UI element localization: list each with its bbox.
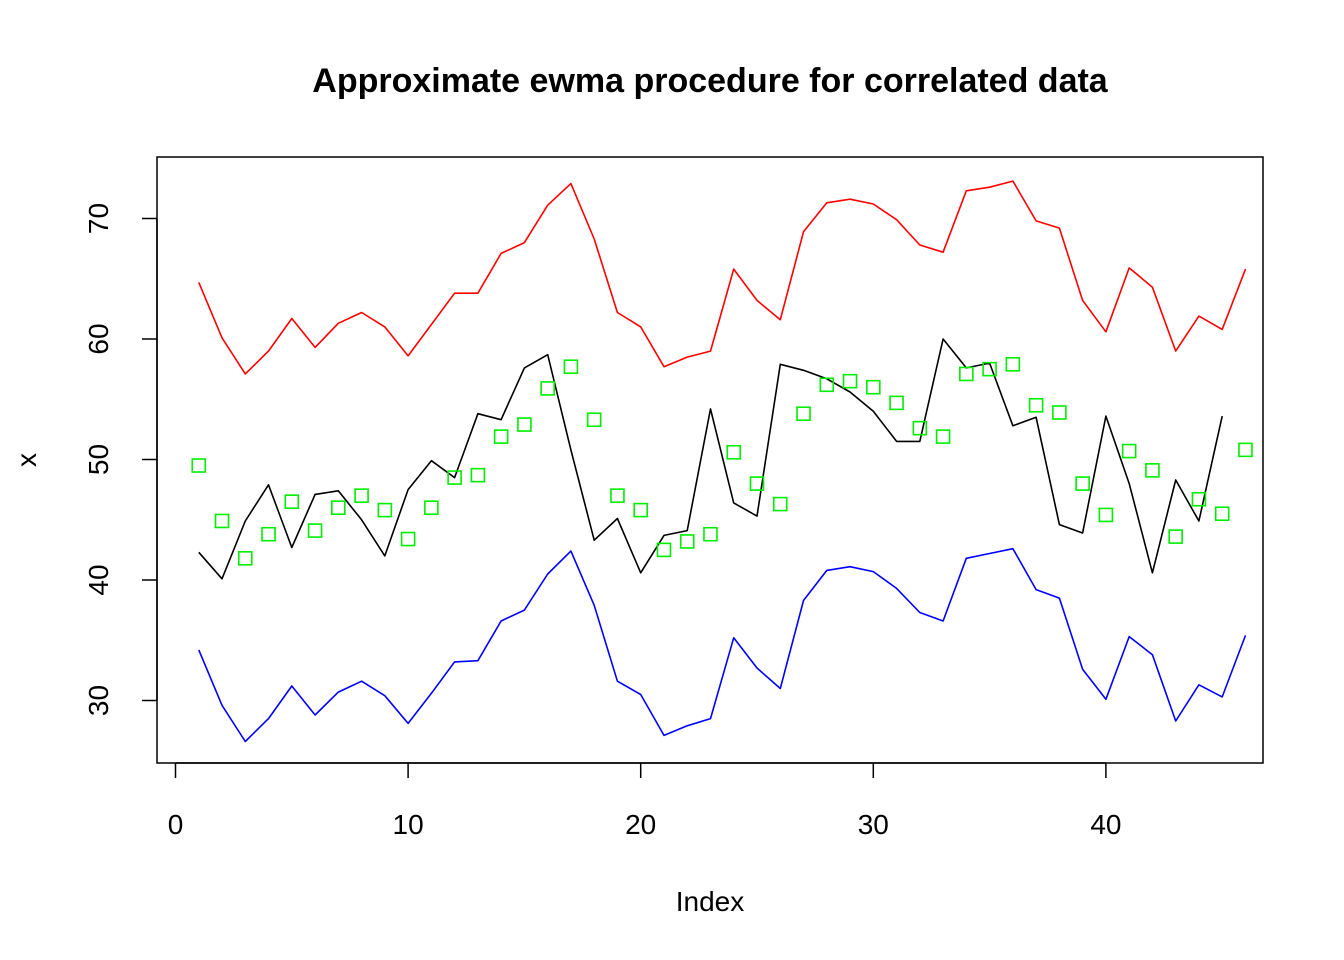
series-1-line [198,180,1247,375]
chart-title: Approximate ewma procedure for correlate… [312,62,1109,100]
series-4-point [1214,506,1230,522]
series-layer [191,180,1253,743]
series-4-point [679,534,695,549]
x-tick-label: 10 [393,809,424,840]
series-4-point [1098,507,1114,523]
series-4-point [1145,463,1160,478]
y-axis-label: x [11,453,42,467]
series-4-point [1028,397,1044,413]
x-tick-label: 20 [625,809,656,840]
series-4-point [1168,529,1183,544]
series-4-point [540,381,555,396]
series-4-point [1075,476,1090,491]
series-4-point [1238,442,1253,458]
y-axis: 30 40 50 60 70 [83,203,158,716]
y-tick-label: 40 [83,564,114,595]
y-tick-label: 60 [83,323,114,354]
series-4-point [982,361,997,377]
y-tick-label: 30 [83,685,114,716]
series-4-point [865,379,881,395]
series-4-point [493,429,509,444]
series-4-point [772,496,788,512]
series-4-point [796,406,811,422]
x-tick-label: 0 [168,809,184,840]
series-4-point [935,429,951,444]
series-4-point [749,476,765,491]
series-4-point [1052,405,1067,420]
series-4-point [447,470,462,485]
series-4-points [191,357,1253,566]
series-4-point [214,513,230,529]
series-4-point [284,494,300,509]
series-4-point [261,526,276,542]
series-3-line [198,547,1247,743]
series-4-point [517,417,532,432]
series-4-point [889,395,904,411]
series-2-line [198,338,1223,580]
series-4-point [959,366,974,382]
series-4-point [633,502,649,518]
series-4-point [331,500,346,516]
series-4-point [726,444,742,460]
series-4-point [1191,491,1207,507]
series-4-point [842,373,858,389]
x-axis: 0 10 20 30 40 [168,762,1121,840]
series-4-point [424,500,439,516]
series-4-point [191,458,207,473]
series-4-point [656,542,672,558]
x-axis-label: Index [676,886,745,917]
series-4-point [819,377,835,393]
series-4-point [470,467,486,483]
series-4-point [237,551,253,566]
x-tick-label: 40 [1090,809,1121,840]
series-4-point [1121,443,1137,459]
x-tick-label: 30 [858,809,889,840]
y-tick-label: 50 [83,444,114,475]
series-4-point [563,359,579,375]
series-4-point [354,488,369,503]
series-4-point [912,420,928,436]
series-4-point [1005,357,1021,372]
series-4-point [586,412,602,428]
y-tick-label: 70 [83,203,114,234]
series-4-point [703,526,718,542]
series-4-point [307,523,323,538]
series-4-point [400,531,416,547]
series-4-point [377,502,393,518]
series-4-point [610,488,625,503]
